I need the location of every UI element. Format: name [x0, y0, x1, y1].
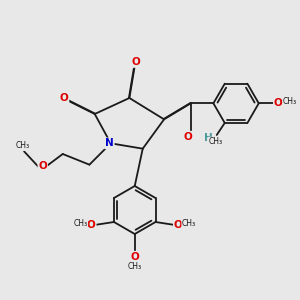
Text: O: O — [87, 220, 96, 230]
Text: O: O — [174, 220, 183, 230]
Text: CH₃: CH₃ — [283, 98, 297, 106]
Text: O: O — [274, 98, 283, 108]
Text: CH₃: CH₃ — [208, 137, 223, 146]
Text: O: O — [38, 161, 47, 171]
Text: CH₃: CH₃ — [74, 219, 88, 228]
Text: CH₃: CH₃ — [128, 262, 142, 271]
Text: N: N — [105, 138, 114, 148]
Text: O: O — [184, 132, 192, 142]
Text: CH₃: CH₃ — [16, 142, 30, 151]
Text: O: O — [130, 252, 139, 262]
Text: H: H — [204, 133, 212, 143]
Text: O: O — [60, 93, 68, 103]
Text: O: O — [132, 57, 140, 67]
Text: CH₃: CH₃ — [182, 219, 196, 228]
